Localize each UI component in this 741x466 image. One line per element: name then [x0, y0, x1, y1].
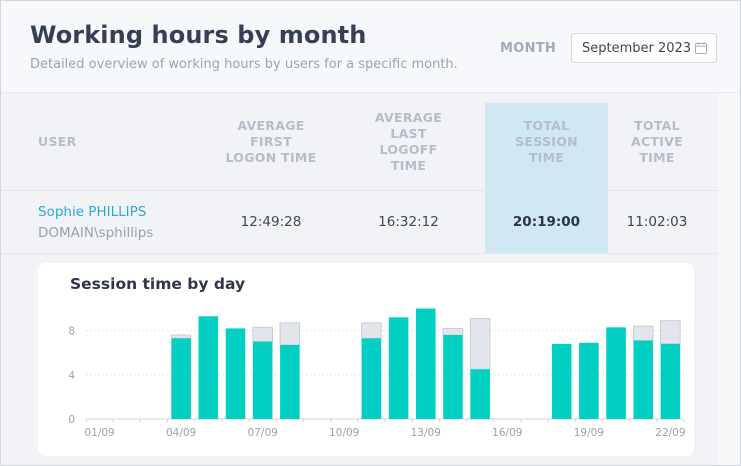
x-tick-label: 19/09 — [574, 427, 604, 439]
column-header-total-session[interactable]: TOTAL SESSION TIME — [515, 117, 578, 165]
cell-avg-first-logon: 12:49:28 — [240, 214, 302, 230]
bar-active-segment — [551, 343, 572, 419]
x-tick-label: 16/09 — [492, 427, 522, 439]
session-bar-chart: 0 4 8 01/09 04/09 07/09 10/09 13/09 16/09 19/09 22… — [68, 308, 686, 439]
column-header-user[interactable]: USER — [38, 133, 77, 149]
session-chart-card: Session time by day 0 4 8 01/09 04/09 07/09 10… — [38, 263, 694, 456]
scrollbar-track[interactable] — [718, 93, 740, 465]
x-tick-label: 04/09 — [166, 427, 196, 439]
month-picker[interactable]: September 2023 — [571, 33, 717, 63]
cell-total-session: 20:19:00 — [512, 214, 581, 230]
x-tick-label: 22/09 — [655, 427, 685, 439]
row-divider — [1, 253, 718, 254]
session-column-highlight — [485, 103, 608, 253]
bar-active-segment — [388, 317, 409, 419]
report-table: USER AVERAGE FIRST LOGON TIME AVERAGE LAST L… — [1, 93, 740, 465]
user-name-link[interactable]: Sophie PHILLIPS — [38, 204, 147, 220]
column-header-avg-last-logoff[interactable]: AVERAGE LAST LOGOFF TIME — [374, 109, 443, 173]
bar-active-segment — [415, 308, 436, 419]
bar-idle-segment — [279, 322, 301, 346]
bar-active-segment — [579, 342, 599, 419]
bar-active-segment — [470, 369, 490, 419]
bar-idle-segment — [632, 325, 654, 342]
column-header-total-active[interactable]: TOTAL ACTIVE TIME — [630, 117, 684, 165]
user-domain: DOMAIN\sphillips — [38, 225, 154, 241]
cell-total-active: 11:02:03 — [626, 214, 688, 230]
y-tick-label: 0 — [68, 414, 75, 426]
header-divider — [1, 190, 718, 191]
bar-active-segment — [171, 338, 191, 419]
bar-idle-segment — [469, 317, 491, 370]
month-label: MONTH — [500, 41, 557, 56]
x-tick-label: 01/09 — [84, 427, 114, 439]
bar-active-segment — [606, 327, 626, 419]
x-tick-label: 07/09 — [248, 427, 278, 439]
bar-active-segment — [660, 343, 681, 419]
y-tick-label: 4 — [68, 370, 75, 382]
cell-avg-last-logoff: 16:32:12 — [378, 214, 439, 230]
bar-active-segment — [443, 335, 463, 419]
bar-idle-segment — [170, 334, 192, 339]
bar-active-segment — [280, 344, 300, 419]
chart-title: Session time by day — [70, 275, 246, 293]
bar-active-segment — [252, 341, 273, 419]
page-header: Working hours by month Detailed overview… — [1, 1, 740, 93]
bar-active-segment — [198, 316, 219, 419]
bar-idle-segment — [361, 322, 382, 339]
bar-idle-segment — [252, 326, 273, 343]
bar-active-segment — [225, 328, 246, 419]
column-header-avg-first-logon[interactable]: AVERAGE FIRST LOGON TIME — [225, 117, 317, 165]
month-value: September 2023 — [582, 41, 692, 56]
x-tick-label: 10/09 — [329, 427, 359, 439]
calendar-icon — [695, 42, 707, 54]
y-tick-label: 8 — [68, 326, 75, 338]
bar-active-segment — [361, 338, 382, 419]
page-title: Working hours by month — [30, 21, 367, 49]
bar-active-segment — [633, 340, 654, 419]
page-subtitle: Detailed overview of working hours by us… — [30, 57, 458, 72]
bar-idle-segment — [660, 320, 681, 345]
bar-idle-segment — [442, 327, 464, 336]
x-tick-label: 13/09 — [411, 427, 441, 439]
